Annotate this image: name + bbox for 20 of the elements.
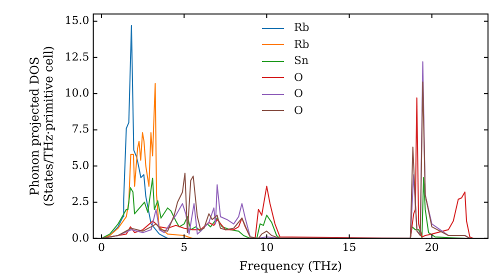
- x-tick-label: 20: [424, 240, 439, 254]
- legend-label: O: [294, 102, 304, 118]
- y-axis-title: Phonon projected DOS (States/THz·primitive cell): [27, 46, 56, 207]
- legend-label: Sn: [294, 53, 309, 69]
- x-axis-title: Frequency (THz): [239, 258, 342, 273]
- x-tick-label: 15: [342, 240, 356, 254]
- legend-label: O: [294, 86, 304, 102]
- y-tick-label: 5.0: [72, 158, 90, 172]
- x-tick-label: 10: [260, 240, 274, 254]
- legend-label: Rb: [294, 36, 310, 52]
- x-tick-label: 0: [98, 240, 106, 254]
- legend-label: O: [294, 70, 304, 86]
- y-tick-label: 15.0: [64, 14, 90, 28]
- y-tick-label: 12.5: [64, 50, 90, 64]
- y-tick-label: 2.5: [72, 195, 90, 208]
- x-tick-label: 5: [180, 240, 188, 254]
- legend-label: Rb: [294, 20, 310, 36]
- y-tick-label: 0.0: [72, 231, 90, 244]
- y-tick-label: 10.0: [64, 86, 90, 100]
- y-tick-label: 7.5: [72, 122, 90, 136]
